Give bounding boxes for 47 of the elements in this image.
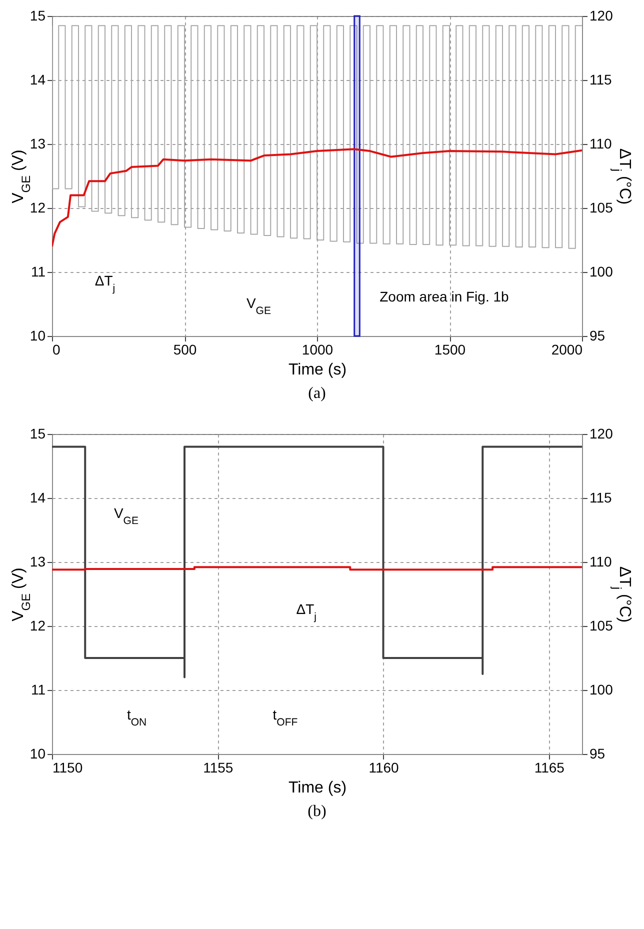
- y2-tick-label: 120: [590, 426, 614, 442]
- y-tick-label: 11: [30, 264, 46, 280]
- annotation: V$_{GE}$: [114, 505, 138, 527]
- y2-tick-label: 115: [590, 72, 612, 88]
- x-tick-label: 0: [52, 342, 60, 358]
- x-tick-label: 1000: [302, 342, 334, 358]
- y2-tick-label: 105: [590, 618, 614, 634]
- y2-tick-label: 95: [590, 328, 606, 344]
- x-tick-label: 1500: [434, 342, 466, 358]
- y2-tick-label: 110: [590, 554, 612, 570]
- text: (a): [308, 385, 326, 402]
- annotation: t$_{OFF}$: [272, 706, 298, 729]
- annotation: ΔT$_{j}$: [94, 272, 116, 295]
- y-tick-label: 11: [30, 682, 46, 698]
- line-series: [52, 446, 582, 678]
- text: (b): [308, 803, 326, 820]
- y2-tick-label: 100: [590, 264, 614, 280]
- y-tick-label: 10: [30, 746, 46, 762]
- x-tick-label: 2000: [551, 342, 583, 358]
- annotation: Zoom area in Fig. 1b: [380, 288, 509, 305]
- y2-tick-label: 110: [590, 136, 612, 152]
- y-tick-label: 12: [30, 618, 46, 634]
- x-tick-label: 1160: [368, 760, 400, 776]
- x-tick-label: 500: [173, 342, 197, 358]
- x-axis-title: Time (s): [288, 362, 347, 378]
- y-tick-label: 14: [30, 72, 46, 88]
- annotation: t$_{ON}$: [126, 706, 147, 729]
- x-tick-label: 1155: [203, 760, 234, 776]
- annotation: ΔT$_{j}$: [296, 601, 317, 623]
- y2-tick-label: 120: [590, 8, 614, 24]
- y-tick-label: 15: [30, 8, 46, 24]
- y-tick-label: 13: [30, 554, 46, 570]
- y-tick-label: 12: [30, 200, 46, 216]
- x-tick-label: 1165: [534, 760, 565, 776]
- x-tick-label: 1150: [52, 760, 83, 776]
- y2-tick-label: 100: [590, 682, 614, 698]
- y2-tick-label: 115: [590, 490, 612, 506]
- x-axis-title: Time (s): [288, 780, 347, 796]
- y-tick-label: 14: [30, 490, 46, 506]
- y-tick-label: 13: [30, 136, 46, 152]
- line-series: [52, 25, 582, 249]
- y-tick-label: 15: [30, 426, 46, 442]
- line-series: [52, 148, 582, 248]
- y2-tick-label: 95: [590, 746, 606, 762]
- y2-tick-label: 105: [590, 200, 614, 216]
- y-tick-label: 10: [30, 328, 46, 344]
- annotation: V$_{GE}$: [246, 295, 271, 317]
